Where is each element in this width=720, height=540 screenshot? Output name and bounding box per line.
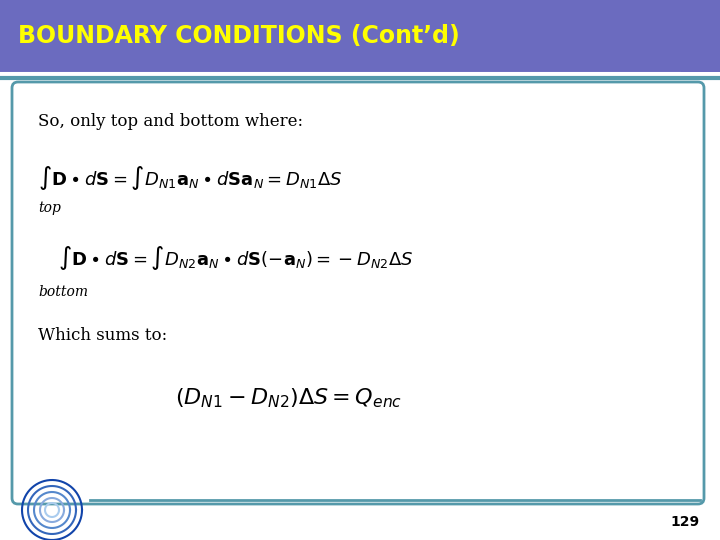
- Text: $\int \mathbf{D}\bullet d\mathbf{S} = \int D_{N1}\mathbf{a}_{N}\bullet d\mathbf{: $\int \mathbf{D}\bullet d\mathbf{S} = \i…: [38, 164, 342, 192]
- Text: bottom: bottom: [38, 285, 88, 299]
- Text: $\int \mathbf{D}\bullet d\mathbf{S} = \int D_{N2}\mathbf{a}_{N}\bullet d\mathbf{: $\int \mathbf{D}\bullet d\mathbf{S} = \i…: [58, 244, 413, 272]
- Text: top: top: [38, 201, 61, 215]
- Text: 129: 129: [671, 515, 700, 529]
- FancyBboxPatch shape: [12, 82, 704, 504]
- Text: So, only top and bottom where:: So, only top and bottom where:: [38, 113, 303, 131]
- Text: BOUNDARY CONDITIONS (Cont’d): BOUNDARY CONDITIONS (Cont’d): [18, 24, 460, 48]
- Bar: [0, 0, 720, 72]
- Text: $\left(D_{N1} - D_{N2}\right)\Delta S = Q_{enc}$: $\left(D_{N1} - D_{N2}\right)\Delta S = …: [175, 386, 402, 410]
- Text: Which sums to:: Which sums to:: [38, 327, 167, 343]
